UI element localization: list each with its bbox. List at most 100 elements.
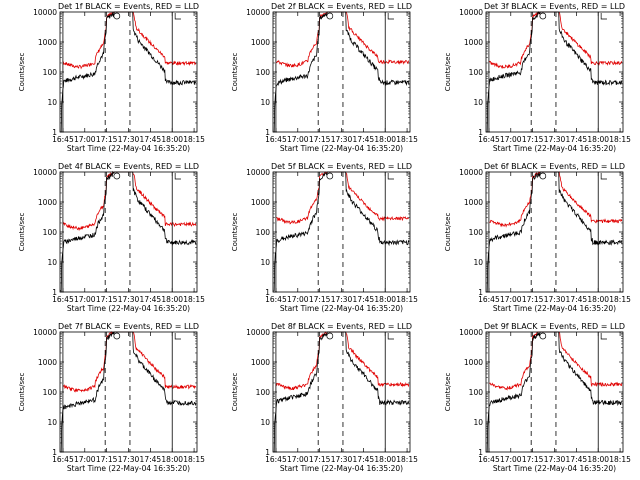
x-tick-label: 17:45 <box>140 455 162 464</box>
y-tick-label: 10000 <box>33 8 57 17</box>
y-tick-label: 1000 <box>38 358 57 367</box>
y-tick-label: 10000 <box>33 328 57 337</box>
x-tick-label: 17:00 <box>500 135 522 144</box>
events-series-line <box>273 171 410 292</box>
x-tick-label: 18:15 <box>396 295 418 304</box>
plot-frame <box>59 171 198 293</box>
x-axis-label: Start Time (22-May-04 16:35:20) <box>280 304 403 313</box>
x-tick-label: 16:45 <box>265 295 287 304</box>
x-axis-label: Start Time (22-May-04 16:35:20) <box>280 144 403 153</box>
y-tick-label: 10 <box>260 98 270 107</box>
orbit-marker-symbol <box>113 172 121 180</box>
x-tick-label: 18:15 <box>396 455 418 464</box>
y-axis-label: Counts/sec <box>444 53 452 92</box>
x-tick-label: 17:30 <box>331 135 353 144</box>
y-tick-label: 10 <box>47 258 57 267</box>
x-tick-label: 18:15 <box>183 455 205 464</box>
x-tick-label: 18:15 <box>609 295 631 304</box>
plot-frame <box>485 331 624 453</box>
corner-marker-symbol <box>174 173 181 180</box>
y-axis-label: Counts/sec <box>18 213 26 252</box>
x-tick-label: 18:00 <box>374 135 396 144</box>
events-series-line <box>273 331 410 453</box>
y-tick-label: 10000 <box>459 8 483 17</box>
x-tick-label: 18:15 <box>609 135 631 144</box>
x-tick-label: 17:30 <box>118 455 140 464</box>
chart-title: Det 5f BLACK = Events, RED = LLD <box>271 162 412 171</box>
y-tick-label: 10 <box>47 98 57 107</box>
x-tick-label: 17:45 <box>566 135 588 144</box>
events-series-line <box>273 11 410 133</box>
x-tick-label: 17:15 <box>96 455 118 464</box>
corner-marker-symbol <box>174 13 181 20</box>
x-axis-label: Start Time (22-May-04 16:35:20) <box>493 304 616 313</box>
x-tick-label: 18:00 <box>587 455 609 464</box>
corner-marker-symbol <box>387 13 394 20</box>
x-tick-label: 16:45 <box>265 135 287 144</box>
y-axis-label: Counts/sec <box>18 373 26 412</box>
x-tick-label: 17:30 <box>331 455 353 464</box>
corner-marker-symbol <box>600 173 607 180</box>
y-tick-label: 1000 <box>251 198 270 207</box>
chart-title: Det 3f BLACK = Events, RED = LLD <box>484 2 625 11</box>
events-series-line <box>60 170 197 292</box>
x-tick-label: 18:15 <box>183 295 205 304</box>
orbit-marker-symbol <box>326 172 334 180</box>
x-tick-label: 17:15 <box>309 295 331 304</box>
orbit-marker-symbol <box>113 12 121 20</box>
plot-frame <box>272 171 411 293</box>
x-tick-label: 17:30 <box>331 295 353 304</box>
y-tick-label: 10000 <box>459 168 483 177</box>
x-tick-label: 18:00 <box>161 295 183 304</box>
x-tick-label: 18:15 <box>396 135 418 144</box>
x-tick-label: 17:15 <box>309 135 331 144</box>
x-tick-label: 17:00 <box>287 135 309 144</box>
x-tick-label: 17:15 <box>522 455 544 464</box>
x-tick-label: 17:00 <box>74 295 96 304</box>
y-tick-label: 100 <box>256 68 271 77</box>
y-tick-label: 1 <box>52 448 57 457</box>
y-tick-label: 1 <box>52 128 57 137</box>
y-tick-label: 10 <box>260 418 270 427</box>
y-tick-label: 1 <box>52 288 57 297</box>
y-tick-label: 1 <box>478 128 483 137</box>
plot-frame <box>272 331 411 453</box>
x-tick-label: 18:00 <box>374 295 396 304</box>
x-tick-label: 17:00 <box>74 135 96 144</box>
plot-frame <box>59 331 198 453</box>
x-tick-label: 17:45 <box>566 295 588 304</box>
orbit-marker-symbol <box>539 332 547 340</box>
x-tick-label: 17:00 <box>500 295 522 304</box>
x-tick-label: 17:45 <box>140 295 162 304</box>
y-axis-label: Counts/sec <box>18 53 26 92</box>
y-tick-label: 100 <box>43 228 58 237</box>
x-tick-label: 17:45 <box>353 135 375 144</box>
y-tick-label: 10 <box>47 418 57 427</box>
y-tick-label: 1 <box>265 128 270 137</box>
x-tick-label: 18:00 <box>374 455 396 464</box>
y-axis-label: Counts/sec <box>231 373 239 412</box>
x-tick-label: 18:00 <box>161 455 183 464</box>
x-tick-label: 18:00 <box>161 135 183 144</box>
events-series-line <box>60 331 197 453</box>
plot-frame <box>272 11 411 133</box>
orbit-marker-symbol <box>326 332 334 340</box>
x-tick-label: 17:15 <box>96 295 118 304</box>
x-tick-label: 18:00 <box>587 295 609 304</box>
chart-title: Det 8f BLACK = Events, RED = LLD <box>271 322 412 331</box>
x-tick-label: 17:30 <box>544 455 566 464</box>
x-tick-label: 17:15 <box>522 135 544 144</box>
y-tick-label: 1000 <box>464 358 483 367</box>
y-tick-label: 1000 <box>464 38 483 47</box>
x-tick-label: 17:45 <box>566 455 588 464</box>
plot-frame <box>485 171 624 293</box>
y-tick-label: 100 <box>469 228 484 237</box>
y-axis-label: Counts/sec <box>231 213 239 252</box>
x-tick-label: 17:15 <box>522 295 544 304</box>
